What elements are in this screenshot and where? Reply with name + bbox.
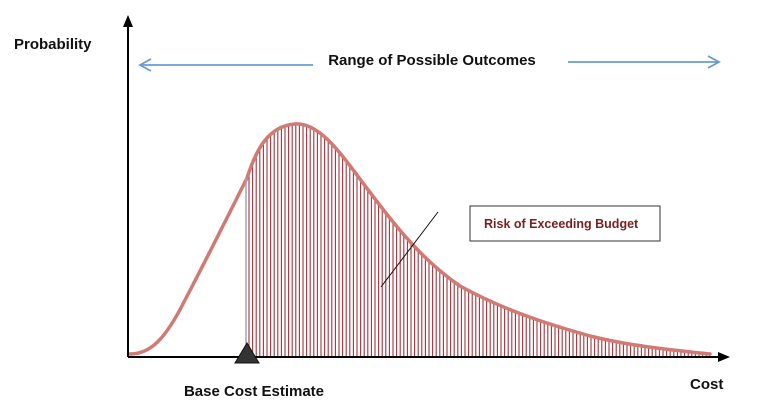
callout-leader [380, 211, 439, 288]
risk-callout: Risk of Exceeding Budget [469, 205, 661, 242]
y-axis [123, 15, 133, 357]
x-axis [128, 352, 730, 362]
y-axis-label: Probability [14, 36, 92, 53]
x-axis-label: Cost [690, 376, 723, 393]
probability-curve [128, 122, 712, 356]
base-cost-label: Base Cost Estimate [184, 383, 324, 400]
range-label: Range of Possible Outcomes [328, 52, 536, 69]
base-cost-marker-icon [234, 342, 260, 364]
risk-label: Risk of Exceeding Budget [484, 217, 639, 231]
range-arrow [138, 55, 721, 72]
